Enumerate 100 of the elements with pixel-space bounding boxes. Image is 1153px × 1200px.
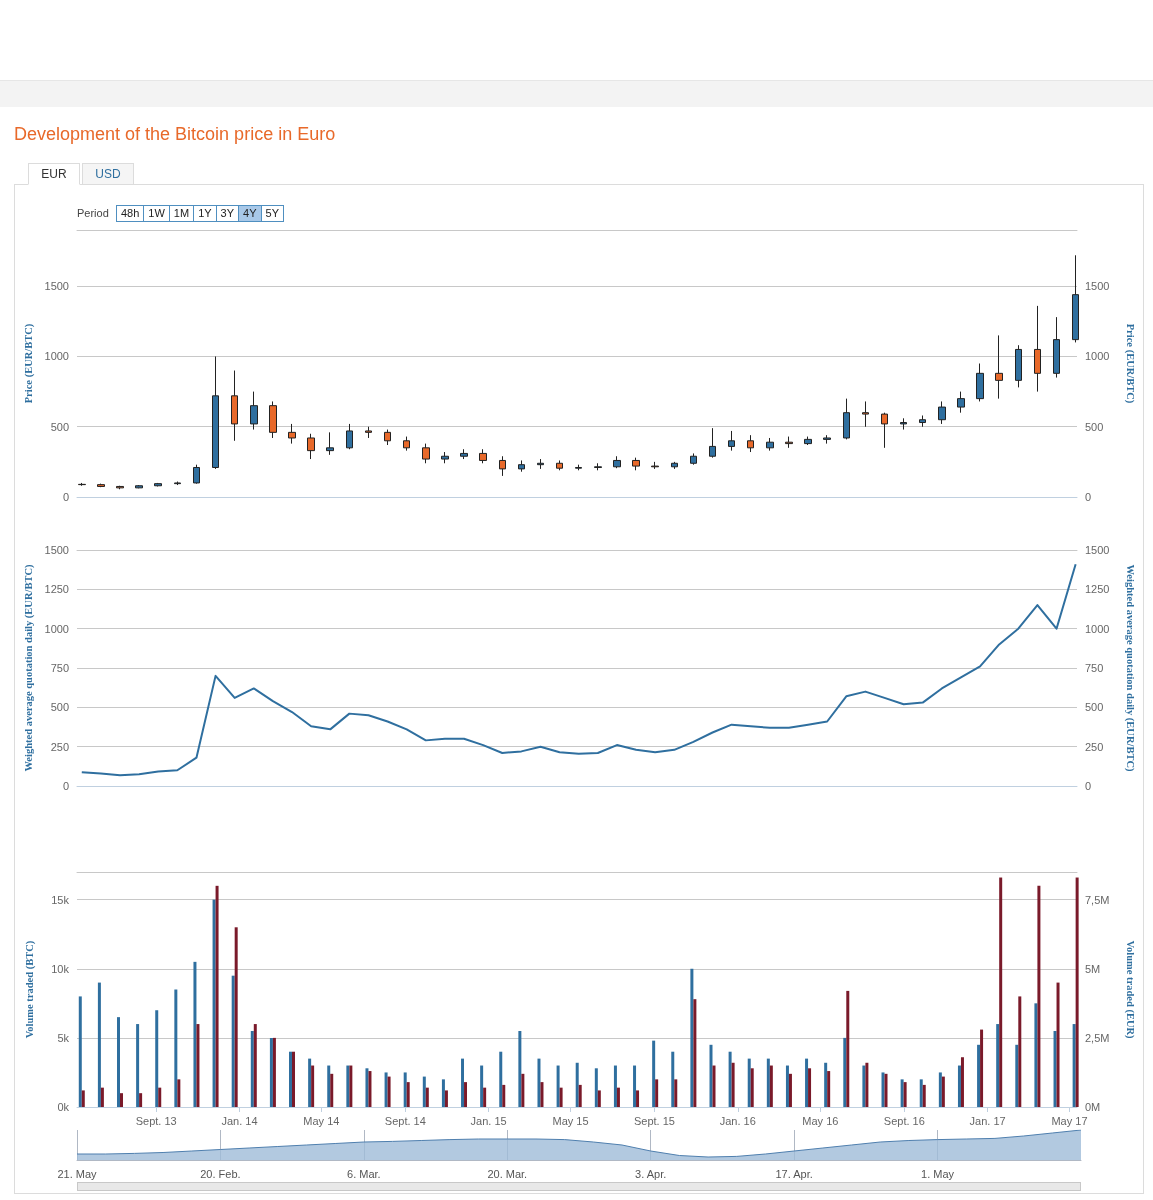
y-tick-label: 1000 <box>44 622 69 635</box>
candlestick <box>1034 305 1041 393</box>
line-series <box>80 563 1077 777</box>
bar <box>139 1093 143 1107</box>
candlestick <box>269 400 277 439</box>
x-tick-label: Sept. 16 <box>883 1114 925 1127</box>
candlestick <box>518 459 525 473</box>
bar <box>556 1065 560 1107</box>
x-tick-label: 17. Apr. <box>775 1167 813 1180</box>
candlestick <box>193 464 200 485</box>
bar <box>1075 877 1079 1107</box>
y-tick-label: 500 <box>50 701 69 714</box>
text: 1W <box>143 206 169 221</box>
text: EUR <box>28 163 80 185</box>
candlestick <box>919 414 926 428</box>
candlestick <box>154 482 162 487</box>
candlestick <box>441 451 449 464</box>
candlestick <box>212 355 219 470</box>
y-tick-label: 10k <box>51 962 70 975</box>
y-axis-title: Weighted average quotation daily (EUR/BTC) <box>22 563 35 772</box>
candlestick <box>97 483 105 488</box>
candlestick <box>900 417 907 431</box>
y2-tick-label: 5M <box>1085 962 1101 975</box>
candlestick <box>1015 344 1022 388</box>
y-tick-label: 1500 <box>44 280 69 293</box>
x-tick-label: Jan. 15 <box>470 1114 507 1127</box>
y-axis-title: Price (EUR/BTC) <box>22 323 35 404</box>
candlestick <box>288 423 296 445</box>
candlestick <box>365 426 372 439</box>
y-tick-label: 1250 <box>44 583 69 596</box>
candlestick <box>804 436 812 446</box>
y-tick-label: 0 <box>62 491 69 503</box>
bar <box>1037 885 1041 1107</box>
candlestick <box>613 455 621 469</box>
candlestick <box>499 455 506 477</box>
bar <box>499 1051 503 1107</box>
text: 1M <box>168 206 194 221</box>
y2-tick-label: 1000 <box>1085 350 1110 363</box>
candlestick <box>231 370 238 442</box>
candlestick <box>575 464 582 471</box>
candlestick <box>326 431 334 456</box>
x-tick-label: 6. Mar. <box>347 1167 381 1180</box>
bar <box>158 1087 162 1107</box>
candlestick <box>651 461 659 470</box>
candlestick <box>174 481 181 486</box>
bar <box>120 1093 123 1107</box>
y-tick-label: 0 <box>62 780 69 792</box>
x-tick-label: Sept. 15 <box>633 1114 675 1127</box>
bar <box>174 989 178 1107</box>
y-tick-label: 1000 <box>44 350 69 363</box>
text: 4Y <box>238 206 261 221</box>
candlestick <box>671 461 678 470</box>
x-tick-label: Sept. 13 <box>135 1114 177 1127</box>
y2-tick-label: 2,5M <box>1085 1031 1110 1044</box>
y2-tick-label: 7,5M <box>1085 893 1110 906</box>
bar <box>177 1079 181 1107</box>
candlestick <box>135 484 143 489</box>
candlestick <box>766 437 774 452</box>
candlestick <box>1053 316 1060 379</box>
bar <box>81 1090 85 1107</box>
x-tick-label: May 17 <box>1051 1114 1088 1127</box>
candlestick <box>422 443 430 464</box>
text: USD <box>82 163 134 185</box>
chart-title: Development of the Bitcoin price in Euro <box>14 124 336 145</box>
candlestick <box>307 433 315 460</box>
y-tick-label: 0k <box>57 1101 70 1113</box>
y2-tick-label: 500 <box>1085 701 1104 714</box>
bar <box>97 982 101 1107</box>
x-tick-label: May 14 <box>303 1114 340 1127</box>
x-tick-label: Jan. 16 <box>719 1114 756 1127</box>
candlestick <box>957 391 965 414</box>
candlestick <box>116 485 124 490</box>
candlestick <box>346 423 353 450</box>
candlestick <box>479 448 487 464</box>
x-tick-label: 3. Apr. <box>635 1167 667 1180</box>
candlestick <box>384 429 391 446</box>
bar <box>155 1010 159 1107</box>
bar <box>461 1058 465 1107</box>
candlestick <box>594 462 602 471</box>
x-tick-label: Jan. 14 <box>221 1114 258 1127</box>
bar <box>633 1065 637 1107</box>
y2-tick-label: 0 <box>1085 780 1092 792</box>
candlestick <box>938 400 946 425</box>
y2-tick-label: 1000 <box>1085 622 1110 635</box>
candlestick <box>709 427 716 459</box>
candlestick <box>976 363 984 402</box>
y2-tick-label: 1500 <box>1085 544 1110 556</box>
y2-axis-title: Weighted average quotation daily (EUR/BTC) <box>1124 564 1136 773</box>
x-tick-label: 20. Feb. <box>200 1167 241 1180</box>
bar <box>999 877 1003 1107</box>
y2-tick-label: 750 <box>1085 662 1104 674</box>
candlestick <box>862 400 869 428</box>
y-tick-label: 1500 <box>44 544 69 556</box>
candlestick <box>690 452 697 466</box>
y2-axis-title: Volume traded (EUR) <box>1124 940 1136 1040</box>
x-tick-label: May 15 <box>552 1114 589 1127</box>
y-axis-title: Volume traded (BTC) <box>24 940 36 1039</box>
candlestick <box>403 436 410 452</box>
x-tick-label: 1. May <box>921 1167 955 1180</box>
y2-tick-label: 0M <box>1085 1101 1101 1113</box>
